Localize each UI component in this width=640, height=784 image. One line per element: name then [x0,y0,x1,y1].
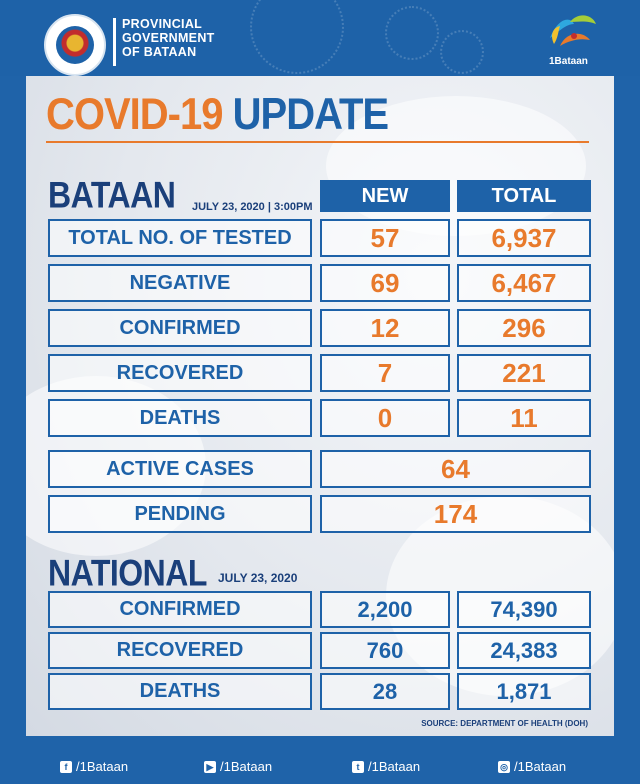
virus-decoration-icon [250,0,344,74]
national-row-label: RECOVERED [48,632,312,669]
youtube-handle: /1Bataan [220,759,273,774]
national-row-new: 28 [320,673,450,710]
gov-line-2: GOVERNMENT [122,31,215,45]
bataan-row-total: 6,467 [457,264,591,302]
title-covid: COVID-19 [46,90,223,140]
national-row-total: 24,383 [457,632,591,669]
bataan-row-total: 6,937 [457,219,591,257]
gov-line-1: PROVINCIAL [122,17,203,31]
header-divider [113,18,116,66]
national-row-label: CONFIRMED [48,591,312,628]
col-header-total: TOTAL [457,180,591,212]
1bataan-brand-logo [550,15,596,46]
bataan-date: JULY 23, 2020 | 3:00PM [192,201,313,213]
bataan-row-new: 0 [320,399,450,437]
national-row-total: 1,871 [457,673,591,710]
virus-decoration-icon [385,6,439,60]
bataan-row-label: NEGATIVE [48,264,312,302]
background-blob [326,96,586,236]
virus-decoration-icon [440,30,484,74]
bataan-section-title: BATAAN [48,174,176,216]
header: PROVINCIAL GOVERNMENT OF BATAAN 1Bataan [0,0,640,76]
bataan-row-label: RECOVERED [48,354,312,392]
national-row-total: 74,390 [457,591,591,628]
bataan-row-new: 7 [320,354,450,392]
youtube-icon: ▶ [204,760,216,773]
pending-value: 174 [320,495,591,533]
col-header-new: NEW [320,180,450,212]
content-panel: COVID-19 UPDATE BATAAN JULY 23, 2020 | 3… [26,76,614,736]
bataan-row-label: CONFIRMED [48,309,312,347]
bataan-row-new: 57 [320,219,450,257]
provincial-seal-logo [44,14,106,76]
bataan-row-total: 296 [457,309,591,347]
page-title: COVID-19 UPDATE [46,90,389,140]
national-row-new: 760 [320,632,450,669]
title-underline [46,141,589,143]
twitter-icon: t [352,760,364,773]
twitter-link[interactable]: t /1Bataan [352,759,420,774]
bataan-row-new: 12 [320,309,450,347]
twitter-handle: /1Bataan [368,759,421,774]
data-source-note: SOURCE: DEPARTMENT OF HEALTH (DOH) [421,719,588,728]
instagram-handle: /1Bataan [514,759,567,774]
national-row-new: 2,200 [320,591,450,628]
facebook-icon: f [60,760,72,773]
instagram-icon: ◎ [498,760,510,773]
national-row-label: DEATHS [48,673,312,710]
bataan-row-total: 221 [457,354,591,392]
facebook-handle: /1Bataan [76,759,129,774]
national-date: JULY 23, 2020 [218,571,298,585]
gov-line-3: OF BATAAN [122,45,197,59]
bataan-row-new: 69 [320,264,450,302]
footer: f /1Bataan ▶ /1Bataan t /1Bataan ◎ /1Bat… [0,750,640,784]
brand-label: 1Bataan [549,56,588,67]
bataan-row-label: DEATHS [48,399,312,437]
active-cases-label: ACTIVE CASES [48,450,312,488]
government-name: PROVINCIAL GOVERNMENT OF BATAAN [122,17,215,59]
instagram-link[interactable]: ◎ /1Bataan [498,759,566,774]
pending-label: PENDING [48,495,312,533]
active-cases-value: 64 [320,450,591,488]
title-update: UPDATE [232,90,389,140]
bataan-row-total: 11 [457,399,591,437]
youtube-link[interactable]: ▶ /1Bataan [204,759,272,774]
bataan-row-label: TOTAL NO. OF TESTED [48,219,312,257]
facebook-link[interactable]: f /1Bataan [60,759,128,774]
national-section-title: NATIONAL [48,552,207,594]
